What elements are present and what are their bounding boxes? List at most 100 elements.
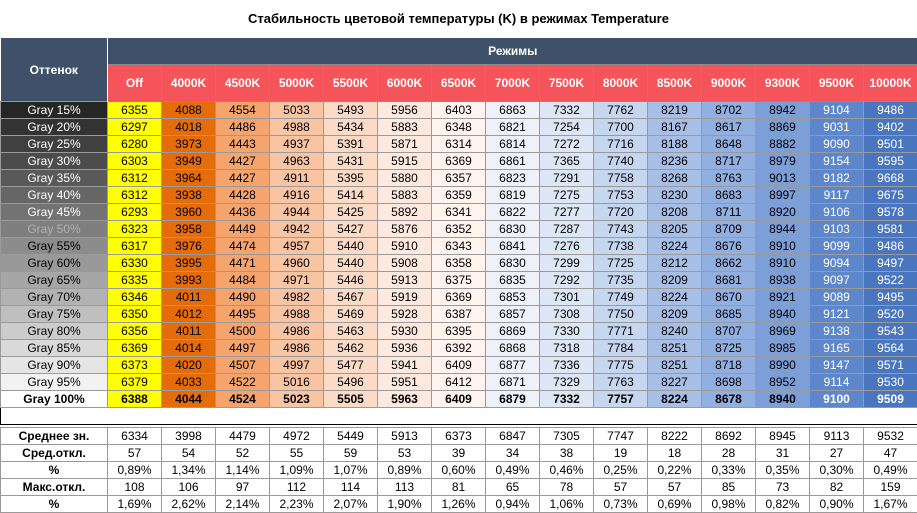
cell: 9675 xyxy=(864,187,917,204)
cell: 5908 xyxy=(378,255,432,272)
cell: 9495 xyxy=(864,289,917,306)
cell: 9106 xyxy=(810,204,864,221)
cell: 8268 xyxy=(648,170,702,187)
cell: 9100 xyxy=(810,391,864,408)
row-label: Gray 90% xyxy=(1,357,108,374)
cell: 8910 xyxy=(756,238,810,255)
cell: 8990 xyxy=(756,357,810,374)
cell: 8167 xyxy=(648,119,702,136)
cell: 4960 xyxy=(270,255,324,272)
row-label: Gray 20% xyxy=(1,119,108,136)
stat-cell: 108 xyxy=(108,479,162,496)
cell: 5919 xyxy=(378,289,432,306)
row-label: Gray 60% xyxy=(1,255,108,272)
cell: 7332 xyxy=(540,102,594,119)
column-header: 10000K xyxy=(864,65,917,102)
cell: 6293 xyxy=(108,204,162,221)
corner-header: Оттенок xyxy=(1,38,108,102)
cell: 7700 xyxy=(594,119,648,136)
cell: 6830 xyxy=(486,221,540,238)
cell: 8869 xyxy=(756,119,810,136)
cell: 8685 xyxy=(702,306,756,323)
cell: 6822 xyxy=(486,204,540,221)
cell: 5883 xyxy=(378,119,432,136)
cell: 6412 xyxy=(432,374,486,391)
cell: 5440 xyxy=(324,255,378,272)
cell: 6323 xyxy=(108,221,162,238)
cell: 6409 xyxy=(432,357,486,374)
cell: 7299 xyxy=(540,255,594,272)
cell: 6312 xyxy=(108,170,162,187)
cell: 6297 xyxy=(108,119,162,136)
cell: 4471 xyxy=(216,255,270,272)
cell: 8227 xyxy=(648,374,702,391)
cell: 7308 xyxy=(540,306,594,323)
stat-cell: 0,98% xyxy=(702,496,756,513)
stat-cell: 0,25% xyxy=(594,462,648,479)
cell: 8212 xyxy=(648,255,702,272)
cell: 7753 xyxy=(594,187,648,204)
stat-cell: 0,33% xyxy=(702,462,756,479)
cell: 9486 xyxy=(864,238,917,255)
cell: 9520 xyxy=(864,306,917,323)
stat-cell: 1,14% xyxy=(216,462,270,479)
column-header: 9000K xyxy=(702,65,756,102)
stat-cell: 5449 xyxy=(324,428,378,445)
cell: 8942 xyxy=(756,102,810,119)
cell: 8985 xyxy=(756,340,810,357)
cell: 9578 xyxy=(864,204,917,221)
cell: 3973 xyxy=(162,136,216,153)
stat-cell: 0,30% xyxy=(810,462,864,479)
row-label: Gray 65% xyxy=(1,272,108,289)
cell: 3958 xyxy=(162,221,216,238)
row-label: Gray 85% xyxy=(1,340,108,357)
cell: 4011 xyxy=(162,323,216,340)
stat-cell: 34 xyxy=(486,445,540,462)
cell: 6303 xyxy=(108,153,162,170)
stat-cell: 9113 xyxy=(810,428,864,445)
cell: 5469 xyxy=(324,306,378,323)
stat-cell: 28 xyxy=(702,445,756,462)
cell: 3995 xyxy=(162,255,216,272)
column-header: 6000K xyxy=(378,65,432,102)
cell: 7277 xyxy=(540,204,594,221)
cell: 5913 xyxy=(378,272,432,289)
cell: 7301 xyxy=(540,289,594,306)
cell: 4427 xyxy=(216,153,270,170)
stat-cell: 39 xyxy=(432,445,486,462)
cell: 8209 xyxy=(648,272,702,289)
cell: 5016 xyxy=(270,374,324,391)
stat-cell: 0,82% xyxy=(756,496,810,513)
cell: 6359 xyxy=(432,187,486,204)
cell: 9094 xyxy=(810,255,864,272)
cell: 8662 xyxy=(702,255,756,272)
cell: 5956 xyxy=(378,102,432,119)
cell: 7336 xyxy=(540,357,594,374)
cell: 4020 xyxy=(162,357,216,374)
cell: 8709 xyxy=(702,221,756,238)
stat-cell: 78 xyxy=(540,479,594,496)
stat-cell: 0,22% xyxy=(648,462,702,479)
stat-cell: 18 xyxy=(648,445,702,462)
cell: 5395 xyxy=(324,170,378,187)
row-label: Gray 40% xyxy=(1,187,108,204)
cell: 6379 xyxy=(108,374,162,391)
cell: 6392 xyxy=(432,340,486,357)
cell: 4486 xyxy=(216,119,270,136)
cell: 8219 xyxy=(648,102,702,119)
stat-cell: 27 xyxy=(810,445,864,462)
stat-cell: 112 xyxy=(270,479,324,496)
cell: 9117 xyxy=(810,187,864,204)
cell: 6314 xyxy=(432,136,486,153)
cell: 7758 xyxy=(594,170,648,187)
stat-cell: 0,49% xyxy=(486,462,540,479)
cell: 6350 xyxy=(108,306,162,323)
stat-label: Среднее зн. xyxy=(1,428,108,445)
cell: 7275 xyxy=(540,187,594,204)
